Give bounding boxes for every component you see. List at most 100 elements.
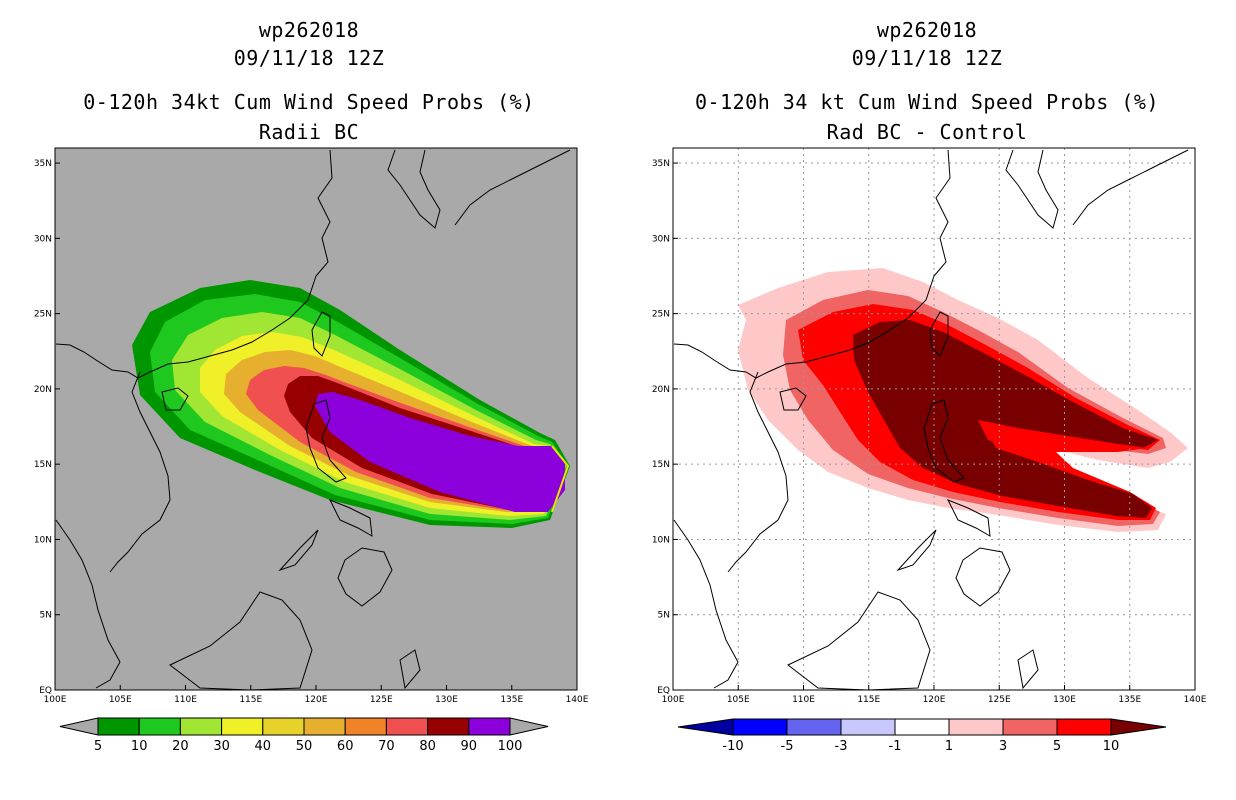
colorbar-box [262, 717, 305, 736]
island-taiwan [929, 311, 949, 357]
coast-indochina [55, 519, 121, 689]
diff-band-10 [853, 320, 1158, 518]
colorbar-label: 20 [172, 739, 189, 754]
island-luzon [305, 399, 347, 483]
lon-tick-label: 100E [44, 695, 67, 705]
colorbar-box [385, 717, 429, 736]
gridlines [673, 148, 1195, 690]
colorbar-label: 50 [296, 739, 313, 754]
lon-tick-label: 100E [662, 695, 685, 705]
lon-tick-label: 135E [1118, 695, 1141, 705]
lon-tick-label: 115E [857, 695, 880, 705]
lat-tick-label: 25N [34, 310, 52, 320]
island-sulawesi [1017, 649, 1039, 690]
plot-subtitle: Rad BC - Control [826, 120, 1028, 144]
map-right: 100E 105E 110E 115E 120E 125E 130E 135E 140E EQ 5N… [652, 147, 1207, 754]
island-palawan [278, 529, 319, 572]
lon-tick-label: 120E [305, 695, 328, 705]
coast-japan [454, 149, 571, 226]
colorbar-label: 10 [1103, 739, 1120, 754]
colorbar-label: -1 [889, 739, 902, 754]
lon-tick-label: 125E [988, 695, 1011, 705]
lat-tick-label: 30N [34, 234, 52, 244]
storm-id: wp262018 [876, 18, 978, 42]
panel-rad-bc-control: wp262018 09/11/18 12Z 0-120h 34 kt Cum W… [618, 0, 1236, 800]
colorbar-label: 5 [94, 739, 102, 754]
coast-vietnam [727, 371, 789, 573]
coast-japan [1072, 149, 1189, 226]
lat-tick-label: 10N [34, 535, 52, 545]
colorbar-label: 100 [498, 739, 523, 754]
lon-tick-label: 115E [239, 695, 262, 705]
island-mindanao [337, 547, 393, 607]
lon-tick-label: 140E [1184, 695, 1207, 705]
coast-vietnam [109, 371, 171, 573]
prob-band-100 [315, 392, 565, 512]
island-mindanao [955, 547, 1011, 607]
coast-korea [387, 149, 441, 229]
colorbar-box [138, 717, 181, 736]
colorbar-box [344, 717, 387, 736]
colorbar-label: 70 [378, 739, 395, 754]
plot-title: 0-120h 34 kt Cum Wind Speed Probs (%) [694, 90, 1160, 114]
lon-tick-label: 120E [923, 695, 946, 705]
colorbar-label: 5 [1053, 739, 1061, 754]
lat-tick-label: 35N [652, 159, 670, 169]
island-taiwan [311, 311, 331, 357]
island-palawan [896, 529, 937, 572]
colorbar-box [894, 718, 950, 736]
island-hainan [779, 387, 807, 411]
difference-swath [738, 268, 1188, 532]
datetime: 09/11/18 12Z [851, 46, 1003, 70]
lat-tick-label: 5N [658, 611, 670, 621]
island-hainan [161, 387, 189, 411]
lon-tick-label: 105E [727, 695, 750, 705]
colorbar-arrow-low [59, 717, 99, 736]
colorbar-label: 10 [131, 739, 148, 754]
colorbar-box [948, 718, 1004, 736]
lon-tick-label: 140E [566, 695, 589, 705]
lat-tick-label: 10N [652, 535, 670, 545]
colorbar-label: -10 [722, 739, 743, 754]
panel-radii-bc: wp262018 09/11/18 12Z 0-120h 34kt Cum Wi… [34, 18, 589, 754]
colorbar-label: 80 [419, 739, 436, 754]
lat-tick-label: 15N [652, 460, 670, 470]
colorbar: -10 -5 -3 -1 1 3 5 10 [677, 718, 1167, 754]
coastlines [673, 149, 1189, 690]
island-borneo [169, 591, 313, 690]
coast-china [55, 149, 333, 379]
colorbar-label: 90 [461, 739, 478, 754]
lat-tick-label: 20N [652, 385, 670, 395]
map-left: 100E 105E 110E 115E 120E 125E 130E 135E 140E EQ 5N… [34, 147, 589, 754]
map-axes: 100E 105E 110E 115E 120E 125E 130E 135E 140E EQ 5N… [34, 159, 589, 705]
lon-tick-label: 130E [1053, 695, 1076, 705]
lon-tick-label: 110E [174, 695, 197, 705]
island-visayas [328, 499, 373, 537]
lat-tick-label: 30N [652, 234, 670, 244]
colorbar-arrow-high [509, 717, 549, 736]
colorbar-box [1002, 718, 1058, 736]
map-axes: 100E 105E 110E 115E 120E 125E 130E 135E 140E EQ 5N… [652, 159, 1207, 705]
lon-tick-label: 135E [500, 695, 523, 705]
colorbar-label: 60 [337, 739, 354, 754]
lon-tick-label: 105E [109, 695, 132, 705]
colorbar-label: 30 [213, 739, 230, 754]
island-sulawesi [399, 649, 421, 690]
lat-tick-label: EQ [657, 686, 670, 696]
lat-tick-label: 25N [652, 310, 670, 320]
prob-edge [551, 445, 570, 513]
storm-id: wp262018 [258, 18, 360, 42]
coast-indochina [673, 519, 739, 689]
lat-tick-label: 20N [34, 385, 52, 395]
lon-tick-label: 110E [792, 695, 815, 705]
plot-subtitle: Radii BC [258, 120, 360, 144]
colorbar-label: -5 [781, 739, 794, 754]
island-visayas [946, 499, 991, 537]
colorbar-box [840, 718, 896, 736]
island-borneo [787, 591, 931, 690]
diff-band-5-gap [978, 420, 1148, 452]
probability-swath [132, 280, 570, 528]
colorbar-label: 3 [999, 739, 1007, 754]
plot-title: 0-120h 34kt Cum Wind Speed Probs (%) [83, 90, 535, 114]
lon-tick-label: 125E [370, 695, 393, 705]
